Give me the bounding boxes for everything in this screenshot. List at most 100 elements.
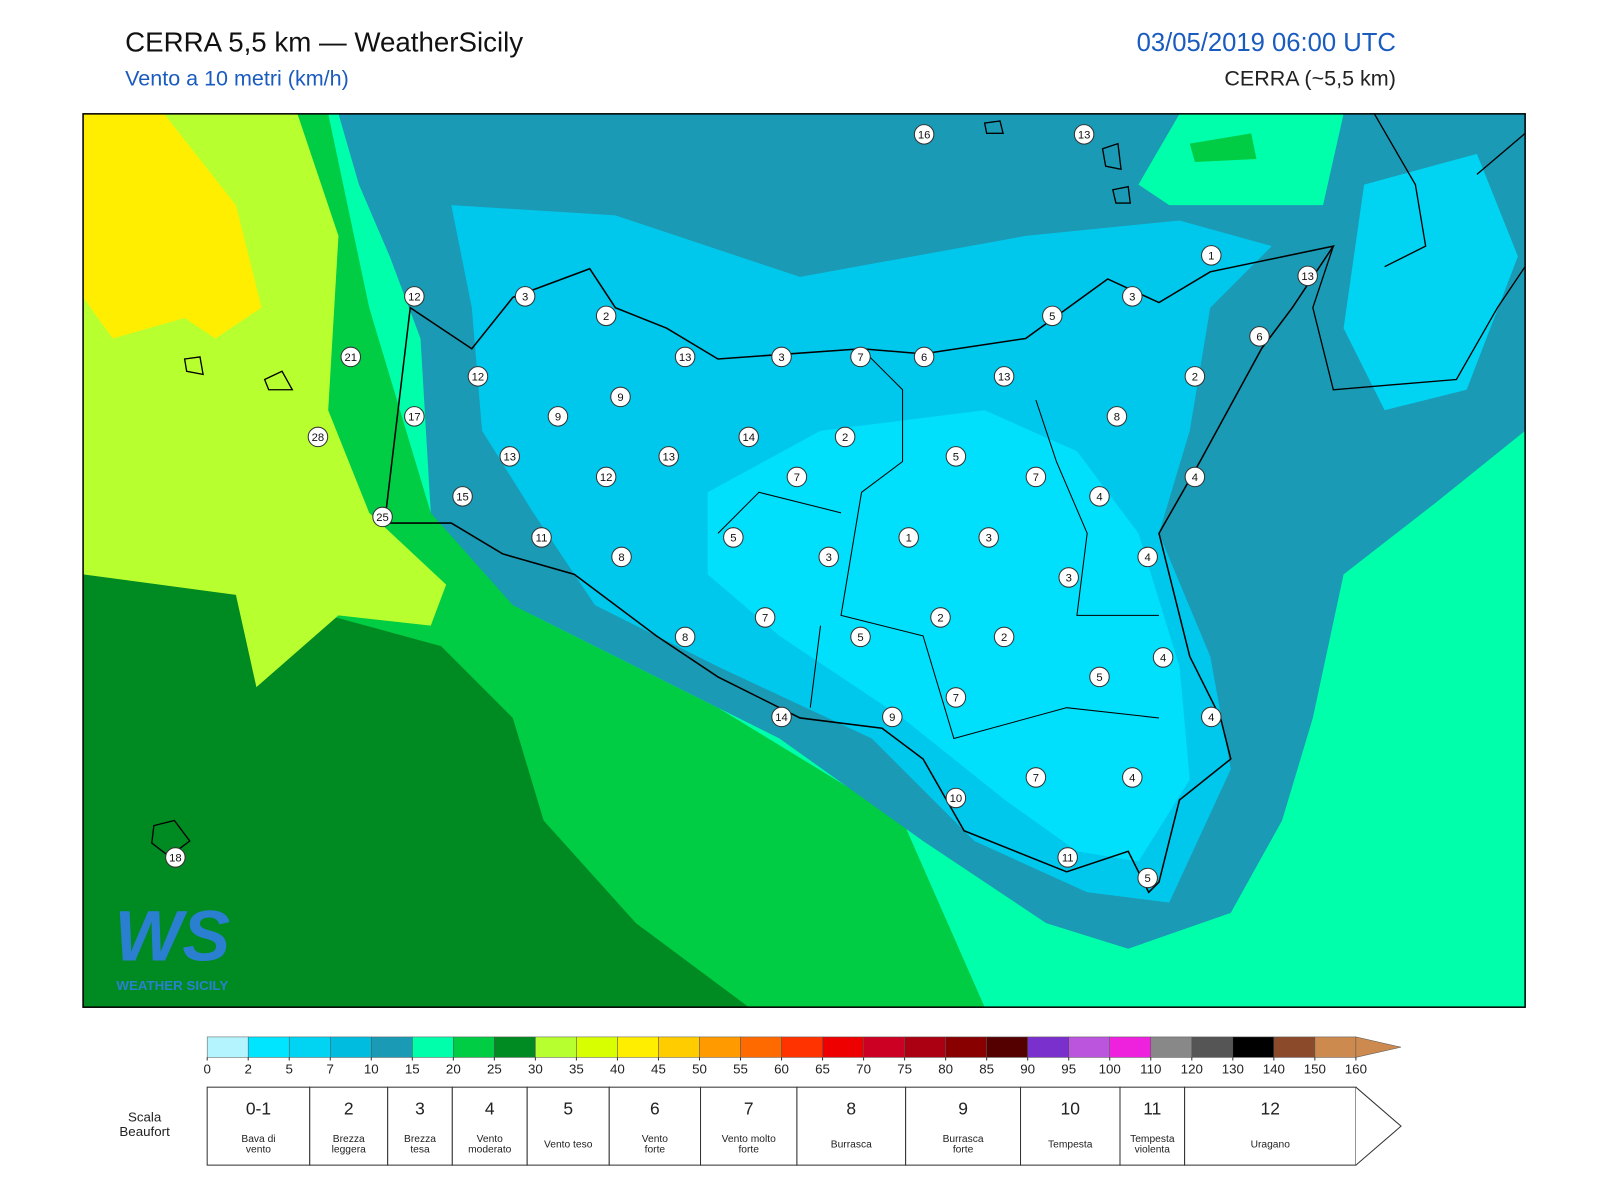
station-marker	[372, 506, 393, 528]
station-value: 14	[742, 432, 755, 444]
station-marker	[993, 366, 1015, 387]
beaufort-desc: Tempesta	[1048, 1139, 1093, 1150]
colorbar-segment	[576, 1036, 618, 1058]
colorbar-tick-label: 70	[856, 1061, 871, 1076]
station-value: 6	[1256, 331, 1262, 343]
station-value: 3	[986, 532, 992, 544]
colorbar-segment	[781, 1036, 823, 1058]
station-marker	[898, 527, 919, 548]
station-value: 13	[679, 352, 692, 364]
station-value: 1	[1208, 250, 1214, 262]
colorbar-segment	[822, 1036, 864, 1058]
station-marker	[1184, 366, 1206, 387]
station-value: 3	[1129, 291, 1135, 303]
station-marker	[1122, 767, 1143, 788]
station-marker	[818, 546, 839, 568]
station-marker	[1201, 706, 1222, 728]
station-value: 14	[775, 712, 788, 724]
station-value: 13	[1078, 129, 1091, 141]
station-value: 4	[1208, 712, 1214, 724]
colorbar-segment	[904, 1036, 946, 1058]
beaufort-desc: Burrasca	[831, 1139, 872, 1150]
station-marker	[1106, 406, 1128, 427]
colorbar-tick-label: 35	[569, 1061, 584, 1076]
beaufort-desc: forte	[738, 1144, 759, 1155]
station-value: 13	[998, 371, 1011, 383]
beaufort-desc: Vento teso	[544, 1139, 593, 1150]
colorbar-segment	[1109, 1036, 1152, 1058]
beaufort-force: 4	[485, 1098, 495, 1118]
station-marker	[1137, 546, 1158, 568]
colorbar-tick-label: 20	[446, 1061, 461, 1076]
station-marker	[1089, 486, 1110, 507]
logo-text: WEATHER SICILY	[116, 978, 228, 993]
colorbar-tick-label: 10	[364, 1061, 379, 1076]
colorbar-tick-label: 40	[610, 1061, 625, 1076]
beaufort-box	[526, 1086, 610, 1166]
station-value: 8	[618, 552, 624, 564]
station-marker	[1297, 265, 1318, 287]
colorbar-tick-label: 30	[528, 1061, 543, 1076]
colorbar-extension	[1355, 1036, 1402, 1058]
station-marker	[595, 466, 617, 488]
colorbar-segment	[986, 1036, 1028, 1058]
station-value: 9	[617, 392, 623, 404]
station-marker	[1042, 305, 1063, 327]
colorbar: 0 2 5 7 10 15 20 25 30 35 40 45 50 55 60 65 70 75 80 85 90 95…	[203, 1036, 1402, 1076]
station-marker	[993, 626, 1015, 648]
field	[83, 558, 749, 1008]
colorbar-tick-label: 60	[774, 1061, 789, 1076]
station-value: 12	[472, 371, 485, 383]
field	[1189, 133, 1257, 163]
colorbar-tick-label: 75	[897, 1061, 912, 1076]
coastline	[383, 245, 1336, 894]
station-value: 10	[950, 793, 963, 805]
station-marker	[930, 607, 951, 628]
field	[83, 113, 262, 339]
beaufort-title: Beaufort	[119, 1124, 170, 1139]
station-marker	[1025, 466, 1047, 488]
beaufort-box	[796, 1086, 907, 1166]
title: CERRA 5,5 km — WeatherSicily	[125, 26, 523, 57]
station-marker	[340, 346, 362, 368]
colorbar-segment	[535, 1036, 577, 1058]
colorbar-segment	[453, 1036, 495, 1058]
station-marker	[611, 546, 632, 568]
station-value: 7	[1033, 772, 1039, 784]
station-value: 11	[1062, 852, 1074, 864]
station-marker	[738, 426, 759, 448]
station-value: 4	[1096, 491, 1102, 503]
station-marker	[1137, 867, 1158, 889]
station-value: 7	[953, 692, 959, 704]
station-marker	[452, 486, 473, 507]
station-value: 9	[889, 712, 895, 724]
station-marker	[1058, 567, 1079, 588]
colorbar-segment	[1027, 1036, 1069, 1058]
colorbar-segment	[1068, 1036, 1110, 1058]
colorbar-tick-label: 25	[487, 1061, 502, 1076]
station-value: 25	[376, 512, 389, 524]
station-marker	[610, 386, 631, 408]
colorbar-tick-label: 55	[733, 1061, 748, 1076]
beaufort-desc: Brezza	[333, 1134, 365, 1145]
station-value: 5	[1145, 873, 1151, 885]
station-marker	[499, 446, 520, 467]
colorbar-segment	[863, 1036, 905, 1058]
colorbar-segment	[699, 1036, 741, 1058]
station-value: 1	[906, 532, 912, 544]
station-value: 17	[408, 411, 421, 423]
field	[707, 410, 1190, 862]
beaufort-desc: tesa	[410, 1144, 430, 1155]
beaufort-arrow	[1355, 1086, 1402, 1166]
station-value: 3	[778, 352, 784, 364]
beaufort-box	[1184, 1086, 1357, 1166]
colorbar-tick-label: 50	[692, 1061, 707, 1076]
station-marker	[913, 124, 935, 145]
station-marker	[165, 847, 186, 868]
beaufort-force: 8	[846, 1098, 856, 1118]
station-value: 5	[1096, 672, 1102, 684]
beaufort-box	[451, 1086, 528, 1166]
station-value: 5	[730, 532, 736, 544]
